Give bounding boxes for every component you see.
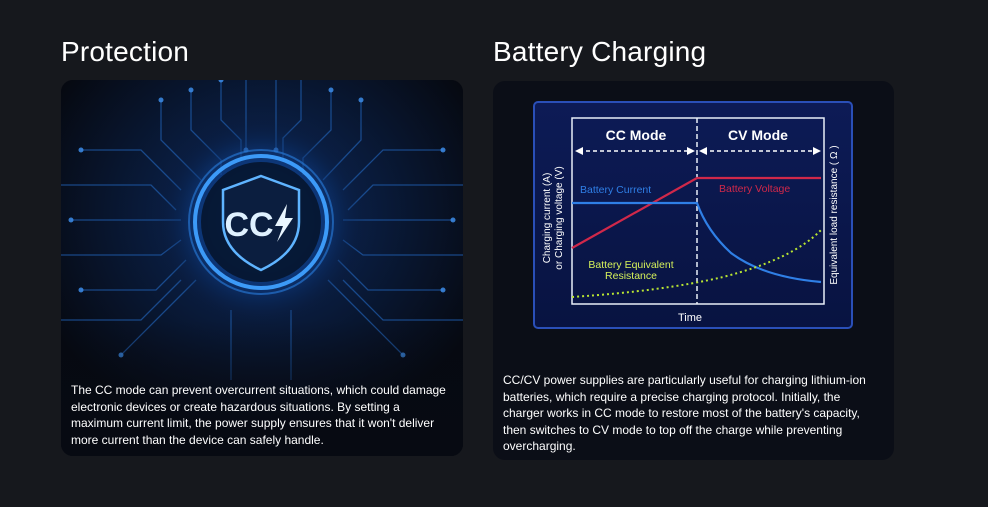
cc-mode-label: CC Mode bbox=[606, 127, 667, 143]
protection-title: Protection bbox=[61, 36, 190, 67]
x-axis-label: Time bbox=[678, 312, 702, 324]
battery-charging-card: CC Mode CV Mode Battery Current Battery … bbox=[493, 81, 894, 460]
battery-voltage-curve bbox=[571, 176, 821, 249]
resistance-label-line2: Resistance bbox=[605, 270, 657, 282]
resistance-label-line1: Battery Equivalent bbox=[588, 259, 673, 271]
plot-area bbox=[571, 117, 825, 305]
left-axis-label-line2: or Charging voltage (V) bbox=[554, 166, 565, 269]
diagram-frame bbox=[533, 101, 853, 329]
battery-charging-title: Battery Charging bbox=[493, 36, 707, 67]
cc-cv-charging-diagram: CC Mode CV Mode Battery Current Battery … bbox=[533, 101, 853, 329]
protection-description: The CC mode can prevent overcurrent situ… bbox=[71, 383, 446, 447]
cc-shield-illustration: CC bbox=[61, 80, 463, 456]
right-axis-label: Equivalent load resistance ( Ω ) bbox=[829, 145, 840, 284]
battery-voltage-label: Battery Voltage bbox=[719, 183, 790, 195]
battery-charging-description: CC/CV power supplies are particularly us… bbox=[503, 373, 866, 453]
cc-badge-text: CC bbox=[224, 206, 273, 244]
battery-current-label: Battery Current bbox=[580, 184, 651, 196]
protection-card: CC The CC mode can prevent overcurrent s… bbox=[61, 80, 463, 456]
cv-mode-label: CV Mode bbox=[728, 127, 788, 143]
left-axis-label-line1: Charging current (A) bbox=[542, 173, 553, 264]
battery-current-curve bbox=[572, 201, 822, 284]
